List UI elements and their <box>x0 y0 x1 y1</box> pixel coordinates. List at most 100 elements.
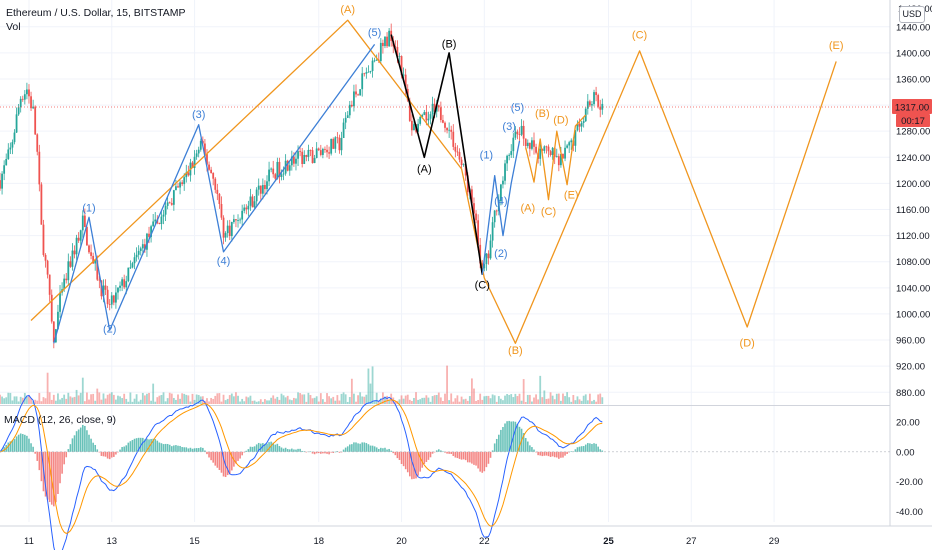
volume-bars <box>0 365 604 404</box>
candle-body <box>160 216 163 224</box>
candle-body <box>471 189 473 204</box>
candle-body <box>398 56 401 57</box>
date-axis[interactable]: 11 13 15 18 20 22 25 27 29 <box>24 536 779 547</box>
candle-body <box>38 151 41 185</box>
candle-body <box>425 112 428 121</box>
candle-body <box>309 149 312 151</box>
macd-histogram-bar <box>38 451 41 471</box>
candle-body <box>208 164 210 170</box>
macd-histogram-bar <box>218 451 221 471</box>
volume-bar <box>156 397 159 404</box>
candle-body <box>444 122 446 128</box>
volume-bar <box>315 396 318 404</box>
macd-histogram-bar <box>367 444 370 452</box>
macd-histogram-bar <box>272 442 275 452</box>
candle-body <box>518 134 521 136</box>
candle-body <box>319 150 322 155</box>
wave-label: (1) <box>480 150 493 162</box>
volume-bar <box>377 401 380 404</box>
candle-body <box>102 285 105 297</box>
volume-bar <box>446 365 448 404</box>
macd-histogram-bar <box>179 445 181 452</box>
volume-bar <box>11 400 14 404</box>
price-tick-label: 1120.00 <box>896 231 930 242</box>
candle-body <box>379 42 382 62</box>
macd-histogram-bar <box>1 449 3 452</box>
macd-histogram-bar <box>560 451 562 458</box>
candle-body <box>586 101 589 109</box>
volume-bar <box>543 390 546 404</box>
date-tick-label: 25 <box>603 536 614 547</box>
wave-label: (4) <box>494 195 507 207</box>
currency-button[interactable]: USD <box>899 6 925 23</box>
candle-body <box>129 267 132 269</box>
macd-histogram-bar <box>473 451 475 465</box>
volume-bar <box>427 397 430 404</box>
macd-axis[interactable]: 20.00 0.00 -20.00 -40.00 <box>896 417 923 518</box>
volume-bar <box>280 393 283 404</box>
volume-bar <box>237 395 239 404</box>
elliott-wave-lines <box>30 19 837 344</box>
macd-histogram-bar <box>375 447 378 452</box>
candle-body <box>305 155 308 157</box>
candle-body <box>477 220 480 245</box>
volume-bar <box>98 392 101 404</box>
macd-histogram-bar <box>483 451 486 472</box>
macd-histogram-bar <box>65 451 68 458</box>
candle-body <box>75 237 78 255</box>
macd-histogram-bar <box>90 438 92 452</box>
candle-body <box>543 146 546 151</box>
macd-histogram-bar <box>506 421 508 452</box>
wave-label: (A) <box>340 4 355 16</box>
price-axis[interactable]: 880.00 920.00 960.00 1000.00 1040.00 1080.00 1… <box>896 4 932 399</box>
volume-bar <box>359 392 362 404</box>
candle-body <box>166 202 169 206</box>
candle-body <box>382 42 384 47</box>
macd-histogram-bar <box>135 438 138 452</box>
volume-bar <box>299 393 302 404</box>
volume-bar <box>601 397 604 404</box>
date-tick-label: 13 <box>106 536 117 547</box>
candle-body <box>162 214 165 217</box>
volume-bar <box>410 401 413 404</box>
macd-histogram-bar <box>113 451 115 457</box>
macd-histogram-bar <box>152 438 154 452</box>
volume-bar <box>135 394 138 404</box>
volume-bar <box>290 400 293 404</box>
macd-histogram-bar <box>514 421 517 452</box>
volume-bar <box>489 398 492 404</box>
candle-body <box>593 92 595 105</box>
macd-histogram-bar <box>204 450 206 452</box>
volume-bar <box>268 400 270 404</box>
macd-histogram-bar <box>26 435 28 452</box>
macd-histogram-bar <box>110 451 113 458</box>
volume-bar <box>336 395 339 404</box>
volume-bar <box>564 396 566 404</box>
candle-body <box>458 152 461 160</box>
candle-body <box>450 129 453 132</box>
macd-histogram-bar <box>462 451 465 460</box>
macd-histogram-bar <box>400 451 403 464</box>
volume-bar <box>100 399 103 404</box>
candle-body <box>141 244 144 249</box>
macd-histogram-bar <box>388 448 390 452</box>
macd-tick-label: -40.00 <box>896 507 923 518</box>
volume-bar <box>152 383 155 404</box>
candle-body <box>270 168 273 170</box>
macd-histogram-bar <box>371 445 374 452</box>
candle-body <box>307 149 310 157</box>
volume-bar <box>593 399 595 404</box>
candle-body <box>522 125 525 139</box>
candle-body <box>46 260 49 275</box>
volume-bar <box>150 400 152 404</box>
macd-histogram-bar <box>547 451 550 457</box>
volume-bar <box>574 400 577 404</box>
candle-body <box>433 103 436 112</box>
macd-histogram-bar <box>142 437 144 452</box>
date-tick-label: 29 <box>769 536 780 547</box>
volume-bar <box>595 401 597 404</box>
volume-bar <box>408 399 411 404</box>
candle-body <box>419 116 422 124</box>
macd-histogram-bar <box>19 433 22 452</box>
